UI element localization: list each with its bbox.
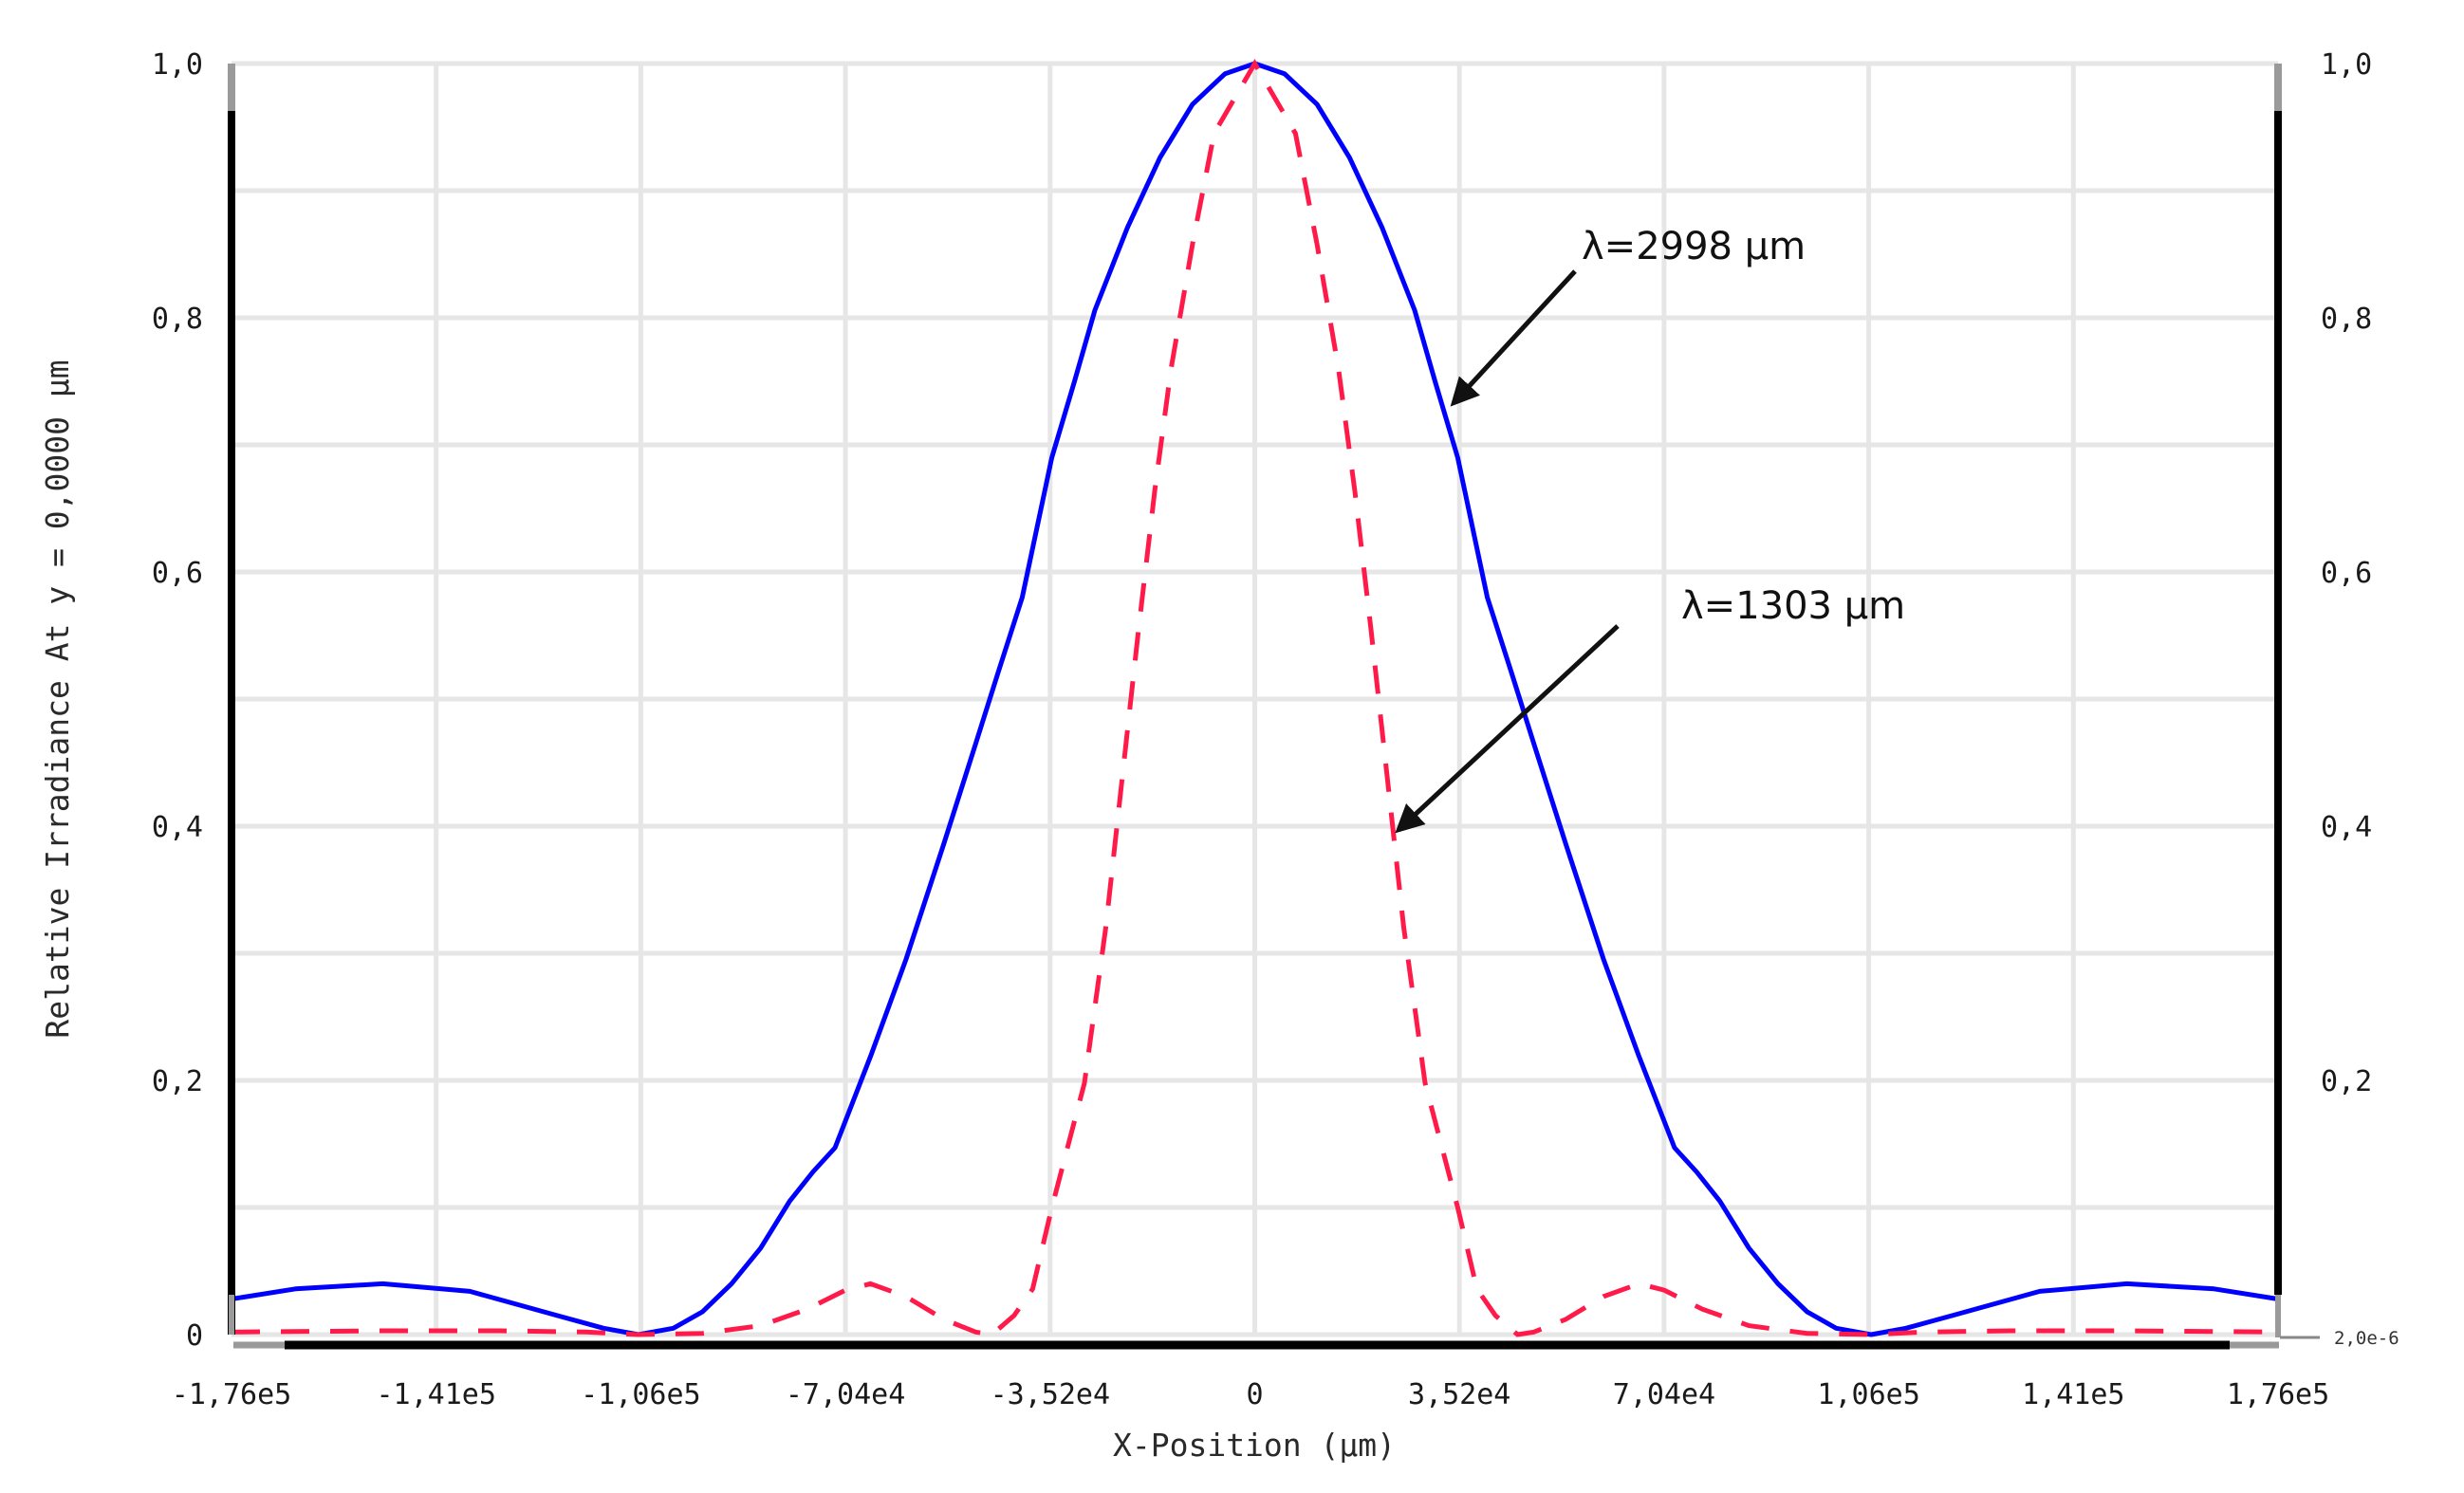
y-tick-label-left: 0,8 <box>152 303 203 336</box>
y-tick-label-right: 0,8 <box>2321 303 2372 336</box>
y-tick-label-left: 0 <box>186 1319 203 1353</box>
right-axis-min-label: 2,0e-6 <box>2334 1328 2399 1349</box>
x-axis-title: X-Position (µm) <box>1113 1427 1396 1464</box>
y-tick-label-right: 0,2 <box>2321 1065 2372 1098</box>
x-tick-label: 1,41e5 <box>2022 1378 2124 1411</box>
y-tick-labels-right: 0,2 0,4 0,6 0,8 1,0 <box>2321 48 2372 1098</box>
y-tick-label-left: 1,0 <box>152 48 203 82</box>
axes <box>228 64 2320 1350</box>
x-tick-label: -1,76e5 <box>172 1378 291 1411</box>
y-tick-label-right: 0,6 <box>2321 557 2372 590</box>
y-tick-label-left: 0,4 <box>152 811 203 844</box>
y-tick-label-left: 0,6 <box>152 557 203 590</box>
series-layer <box>231 59 2279 1337</box>
y-axis-title: Relative Irradiance At y = 0,0000 µm <box>39 359 76 1038</box>
y-tick-labels-left: 0 0,2 0,4 0,6 0,8 1,0 <box>152 48 203 1353</box>
grid-lines <box>232 61 2278 1337</box>
annotation-arrow-lambda-1303 <box>1395 624 1620 834</box>
x-tick-label: -3,52e4 <box>991 1378 1110 1411</box>
x-tick-label: 3,52e4 <box>1408 1378 1510 1411</box>
x-tick-label: 1,06e5 <box>1817 1378 1919 1411</box>
y-tick-label-right: 1,0 <box>2321 48 2372 82</box>
annotations: λ=2998 µm λ=1303 µm <box>1395 225 1905 834</box>
annotation-label-lambda-2998: λ=2998 µm <box>1582 225 1806 268</box>
y-tick-label-right: 0,4 <box>2321 811 2372 844</box>
x-tick-label: 1,76e5 <box>2227 1378 2329 1411</box>
x-tick-label: -1,41e5 <box>376 1378 495 1411</box>
x-tick-labels: -1,76e5 -1,41e5 -1,06e5 -7,04e4 -3,52e4 0 3,52… <box>172 1378 2329 1411</box>
x-tick-label: 7,04e4 <box>1613 1378 1715 1411</box>
y-tick-label-left: 0,2 <box>152 1065 203 1098</box>
x-tick-label: -1,06e5 <box>581 1378 700 1411</box>
x-tick-label: -7,04e4 <box>786 1378 905 1411</box>
annotation-label-lambda-1303: λ=1303 µm <box>1681 584 1905 628</box>
x-tick-label: 0 <box>1246 1378 1263 1411</box>
series-line-lambda-1303 <box>231 59 2279 1337</box>
annotation-arrow-lambda-2998 <box>1450 269 1577 407</box>
